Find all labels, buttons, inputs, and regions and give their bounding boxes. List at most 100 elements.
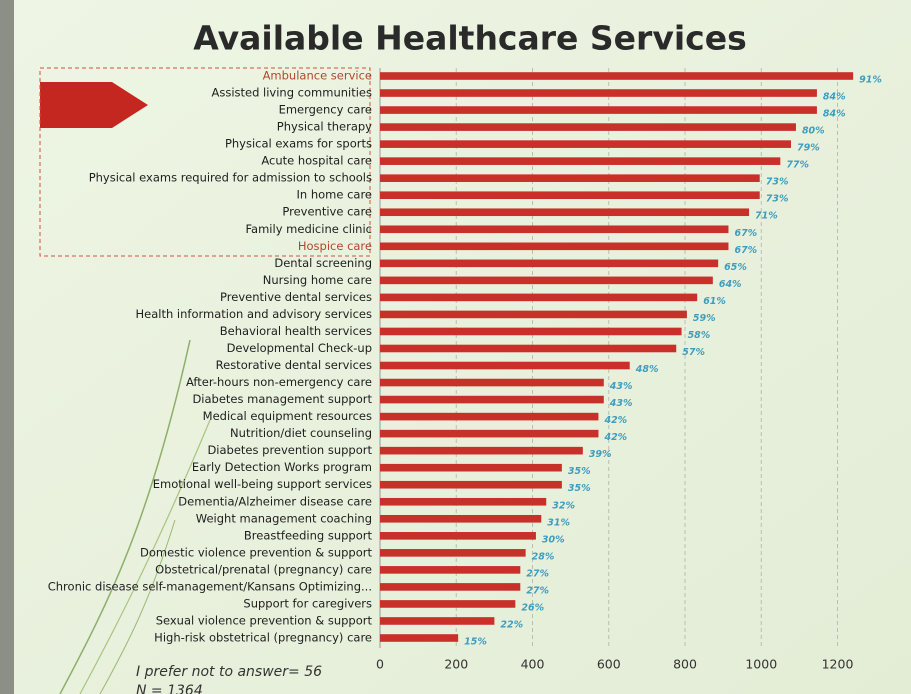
category-label: Family medicine clinic bbox=[246, 222, 373, 236]
category-label: Obstetrical/prenatal (pregnancy) care bbox=[155, 562, 372, 576]
value-label: 65% bbox=[724, 262, 747, 273]
category-label: Early Detection Works program bbox=[192, 460, 372, 474]
value-label: 91% bbox=[859, 75, 882, 86]
category-label: Ambulance service bbox=[263, 69, 372, 83]
value-label: 79% bbox=[797, 143, 820, 154]
category-label: Diabetes prevention support bbox=[207, 443, 372, 457]
value-label: 67% bbox=[734, 245, 757, 256]
value-label: 84% bbox=[823, 109, 846, 120]
category-label: Domestic violence prevention & support bbox=[140, 545, 372, 559]
category-label: Dental screening bbox=[274, 256, 372, 270]
decor-line bbox=[79, 419, 211, 694]
value-label: 22% bbox=[500, 619, 523, 630]
value-label: 42% bbox=[603, 415, 627, 426]
category-label: Chronic disease self-management/Kansans … bbox=[48, 579, 372, 593]
x-tick-label: 600 bbox=[597, 657, 621, 672]
arrow-marker bbox=[40, 82, 148, 128]
value-label: 31% bbox=[547, 517, 570, 528]
category-label: Nursing home care bbox=[263, 273, 372, 287]
bar bbox=[380, 174, 760, 182]
category-label: Emotional well-being support services bbox=[153, 477, 372, 491]
chart-title: Available Healthcare Services bbox=[193, 19, 747, 58]
x-tick-label: 0 bbox=[376, 657, 384, 672]
bar bbox=[380, 225, 729, 234]
value-label: 43% bbox=[609, 381, 633, 392]
decor-line bbox=[99, 519, 176, 694]
bar bbox=[380, 123, 796, 131]
value-label: 15% bbox=[464, 637, 487, 648]
category-label: Acute hospital care bbox=[261, 154, 372, 168]
value-label: 84% bbox=[823, 92, 846, 103]
value-label: 27% bbox=[526, 585, 549, 596]
value-label: 39% bbox=[589, 449, 612, 460]
category-label: Physical exams required for admission to… bbox=[89, 171, 372, 185]
category-label: Physical exams for sports bbox=[225, 137, 372, 151]
bar bbox=[380, 600, 516, 608]
bar bbox=[380, 566, 521, 574]
value-label: 73% bbox=[766, 194, 789, 205]
value-label: 67% bbox=[734, 228, 757, 239]
category-label: Nutrition/diet counseling bbox=[230, 426, 372, 440]
x-tick-label: 1000 bbox=[745, 657, 777, 672]
category-label: Restorative dental services bbox=[216, 358, 372, 372]
value-label: 48% bbox=[635, 364, 659, 375]
bar bbox=[380, 412, 599, 421]
bar bbox=[380, 480, 562, 489]
value-label: 42% bbox=[603, 432, 627, 443]
bar bbox=[380, 497, 547, 506]
value-label: 57% bbox=[682, 347, 705, 358]
category-label: Dementia/Alzheimer disease care bbox=[178, 494, 372, 508]
decor-line bbox=[59, 339, 191, 694]
bar bbox=[380, 242, 729, 251]
highlight-box bbox=[39, 67, 371, 257]
bar bbox=[380, 89, 817, 97]
category-label: Preventive care bbox=[282, 205, 372, 219]
annotation: N = 1364 bbox=[136, 683, 203, 694]
category-label: Sexual violence prevention & support bbox=[156, 613, 373, 627]
value-label: 61% bbox=[703, 296, 726, 307]
bar bbox=[380, 549, 526, 557]
bar bbox=[380, 191, 760, 200]
bar bbox=[380, 327, 682, 336]
left-border bbox=[0, 0, 14, 694]
category-label: Breastfeeding support bbox=[244, 528, 373, 542]
bar bbox=[380, 344, 677, 353]
category-label: Weight management coaching bbox=[196, 511, 372, 525]
x-tick-label: 200 bbox=[444, 657, 468, 672]
category-label: Medical equipment resources bbox=[203, 409, 372, 423]
value-label: 80% bbox=[802, 126, 825, 137]
value-label: 73% bbox=[766, 177, 789, 188]
bar bbox=[380, 617, 495, 625]
value-label: 43% bbox=[609, 398, 633, 409]
value-label: 32% bbox=[552, 500, 575, 511]
x-tick-label: 1200 bbox=[822, 657, 854, 672]
bar bbox=[380, 514, 542, 523]
value-label: 35% bbox=[568, 483, 591, 494]
value-label: 27% bbox=[526, 568, 549, 579]
category-label: High-risk obstetrical (pregnancy) care bbox=[154, 631, 372, 645]
bar bbox=[380, 276, 713, 285]
bar bbox=[380, 361, 630, 370]
category-label: Emergency care bbox=[279, 103, 372, 117]
bar bbox=[380, 378, 604, 387]
value-label: 28% bbox=[532, 551, 555, 562]
bar bbox=[380, 446, 583, 455]
category-label: After-hours non-emergency care bbox=[186, 375, 372, 389]
category-label: Health information and advisory services bbox=[136, 307, 373, 321]
value-label: 30% bbox=[542, 534, 565, 545]
category-label: Assisted living communities bbox=[211, 86, 372, 100]
bar bbox=[380, 140, 791, 148]
x-tick-label: 800 bbox=[673, 657, 697, 672]
value-label: 64% bbox=[719, 279, 742, 290]
category-label: Preventive dental services bbox=[220, 290, 372, 304]
bar bbox=[380, 259, 719, 268]
category-label: Diabetes management support bbox=[192, 392, 372, 406]
value-label: 35% bbox=[568, 466, 591, 477]
bar bbox=[380, 72, 854, 80]
category-label: Hospice care bbox=[298, 239, 372, 253]
value-label: 26% bbox=[521, 602, 544, 613]
value-label: 59% bbox=[693, 313, 716, 324]
value-label: 77% bbox=[786, 160, 809, 171]
bar bbox=[380, 293, 698, 302]
